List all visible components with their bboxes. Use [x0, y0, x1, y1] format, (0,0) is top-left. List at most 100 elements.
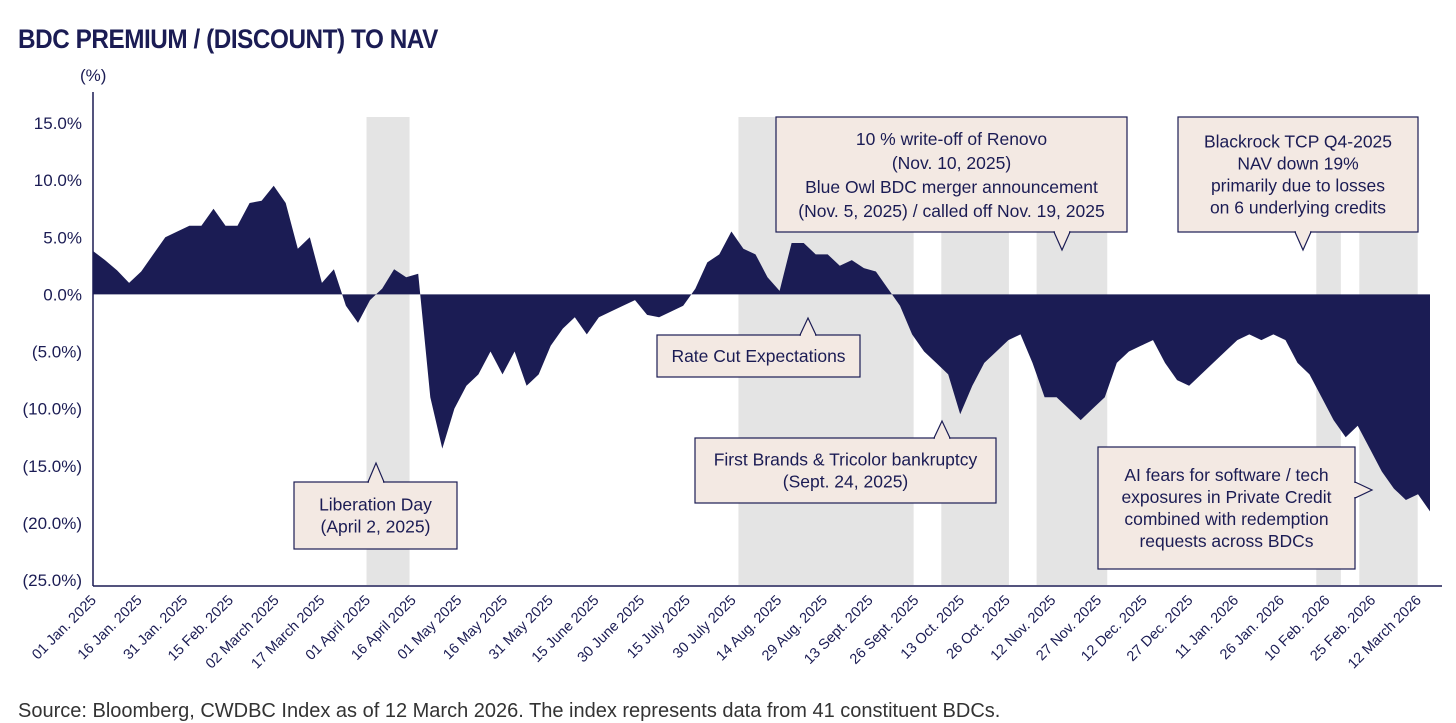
- data-point: [827, 254, 828, 255]
- data-point: [1333, 420, 1334, 421]
- data-point: [418, 273, 419, 274]
- data-point: [478, 374, 479, 375]
- y-tick-label: (10.0%): [22, 400, 82, 419]
- data-point: [309, 237, 310, 238]
- data-point: [1104, 397, 1105, 398]
- data-point: [996, 351, 997, 352]
- data-point: [635, 300, 636, 301]
- annotation-text: AI fears for software / tech: [1124, 465, 1328, 485]
- y-tick-label: (5.0%): [32, 343, 82, 362]
- data-point: [1116, 362, 1117, 363]
- y-tick-label: (25.0%): [22, 571, 82, 590]
- data-point: [1405, 500, 1406, 501]
- annotation-text: requests across BDCs: [1139, 531, 1313, 551]
- annotation-text: 10 % write-off of Renovo: [856, 129, 1047, 149]
- data-point: [695, 288, 696, 289]
- y-tick-label: (20.0%): [22, 514, 82, 533]
- data-point: [960, 414, 961, 415]
- data-point: [189, 225, 190, 226]
- data-point: [683, 305, 684, 306]
- data-point: [129, 282, 130, 283]
- data-point: [382, 288, 383, 289]
- data-point: [1165, 362, 1166, 363]
- data-point: [972, 385, 973, 386]
- annotation-pointer: [1294, 231, 1312, 252]
- data-point: [1213, 362, 1214, 363]
- annotation-ratecut: Rate Cut Expectations: [656, 316, 861, 378]
- data-point: [731, 231, 732, 232]
- annotation-text: combined with redemption: [1124, 509, 1328, 529]
- data-point: [1357, 425, 1358, 426]
- data-point: [1177, 380, 1178, 381]
- data-point: [550, 345, 551, 346]
- data-point: [1128, 351, 1129, 352]
- data-point: [707, 262, 708, 263]
- data-point: [165, 237, 166, 238]
- data-point: [912, 334, 913, 335]
- annotation-text: Rate Cut Expectations: [671, 346, 845, 366]
- data-point: [743, 248, 744, 249]
- data-point: [285, 202, 286, 203]
- annotation-text: on 6 underlying credits: [1210, 198, 1386, 218]
- annotation-renovo: 10 % write-off of Renovo (Nov. 10, 2025) B…: [775, 116, 1128, 252]
- data-point: [345, 305, 346, 306]
- annotations: Liberation Day(April 2, 2025) Rate Cut Ex…: [293, 116, 1419, 570]
- y-tick-label: 5.0%: [43, 228, 82, 247]
- annotation-box: [293, 481, 458, 550]
- data-point: [755, 254, 756, 255]
- annotation-text: primarily due to losses: [1211, 176, 1385, 196]
- data-point: [562, 328, 563, 329]
- y-axis-label: (%): [80, 66, 106, 85]
- annotation-text: (Nov. 5, 2025) / called off Nov. 19, 202…: [798, 201, 1104, 221]
- data-point: [863, 268, 864, 269]
- data-point: [370, 300, 371, 301]
- data-point: [948, 374, 949, 375]
- data-point: [1044, 397, 1045, 398]
- data-point: [1430, 511, 1431, 512]
- y-tick-label: (15.0%): [22, 457, 82, 476]
- data-point: [201, 225, 202, 226]
- data-point: [851, 260, 852, 261]
- data-point: [1273, 334, 1274, 335]
- data-point: [1225, 351, 1226, 352]
- data-point: [153, 254, 154, 255]
- data-point: [213, 208, 214, 209]
- annotation-text: First Brands & Tricolor bankruptcy: [714, 450, 978, 470]
- data-area: [93, 185, 1431, 512]
- data-point: [984, 362, 985, 363]
- data-point: [225, 225, 226, 226]
- data-point: [647, 314, 648, 315]
- y-tick-label: 10.0%: [34, 171, 82, 190]
- data-point: [791, 242, 792, 243]
- data-point: [261, 200, 262, 201]
- data-point: [1297, 362, 1298, 363]
- data-point: [1032, 362, 1033, 363]
- annotation-liberation: Liberation Day(April 2, 2025): [293, 461, 458, 550]
- data-point: [1393, 488, 1394, 489]
- annotation-box: [1097, 446, 1356, 570]
- data-point: [177, 231, 178, 232]
- data-point: [442, 448, 443, 449]
- data-point: [671, 311, 672, 312]
- data-point: [430, 397, 431, 398]
- data-point: [1092, 408, 1093, 409]
- data-point: [454, 408, 455, 409]
- data-point: [1056, 397, 1057, 398]
- data-point: [394, 269, 395, 270]
- data-point: [1008, 340, 1009, 341]
- annotation-box: [694, 437, 997, 504]
- series-area: [93, 185, 1430, 512]
- data-point: [719, 254, 720, 255]
- data-point: [466, 385, 467, 386]
- annotation-text: Liberation Day: [319, 495, 432, 515]
- data-point: [803, 242, 804, 243]
- data-point: [406, 277, 407, 278]
- data-point: [659, 317, 660, 318]
- data-point: [767, 277, 768, 278]
- annotation-text: (Sept. 24, 2025): [783, 472, 909, 492]
- data-point: [333, 269, 334, 270]
- annotation-text: Blue Owl BDC merger announcement: [805, 177, 1098, 197]
- data-point: [1080, 420, 1081, 421]
